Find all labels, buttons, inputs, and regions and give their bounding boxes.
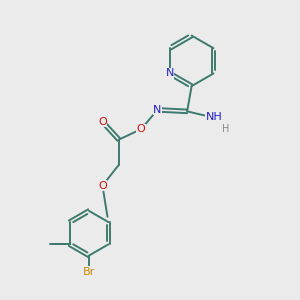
Text: N: N <box>153 105 162 115</box>
Text: NH: NH <box>206 112 222 122</box>
Text: Br: Br <box>83 267 95 277</box>
Text: N: N <box>166 68 174 79</box>
Text: O: O <box>98 117 107 127</box>
Text: O: O <box>137 124 146 134</box>
Text: O: O <box>98 181 107 191</box>
Text: H: H <box>222 124 230 134</box>
